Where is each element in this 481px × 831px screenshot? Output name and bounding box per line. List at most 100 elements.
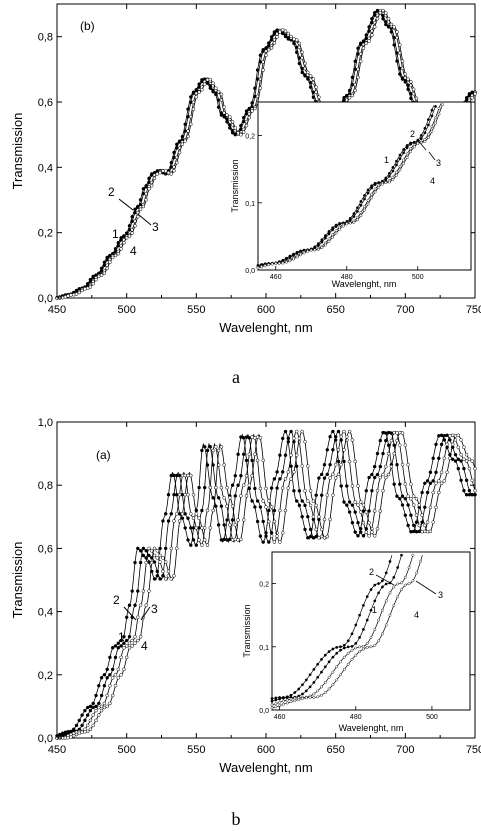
inset-series-point-bottom-2	[331, 655, 335, 659]
series-point-bottom-4	[431, 520, 435, 524]
series-point-bottom-2	[253, 486, 257, 491]
inset-series-point-top-4	[437, 112, 441, 116]
inset-x-tick-label-top: 460	[270, 274, 282, 281]
series-point-bottom-4	[448, 456, 452, 461]
series-point-bottom-3	[141, 589, 146, 593]
inset-series-point-bottom-3	[316, 689, 320, 693]
series-point-bottom-3	[214, 445, 218, 449]
series-point-bottom-3	[194, 526, 199, 530]
series-point-bottom-1	[267, 508, 271, 513]
series-point-bottom-4	[303, 439, 307, 444]
inset-series-point-bottom-4	[415, 571, 419, 575]
series-point-bottom-2	[395, 462, 399, 467]
series-point-top-4	[141, 204, 146, 209]
y-tick-label-top: 0,8	[38, 32, 53, 44]
series-point-bottom-1	[138, 549, 143, 553]
series-point-top-4	[272, 41, 277, 45]
inset-curve-label-bottom-2: 2	[369, 567, 374, 577]
series-point-top-2	[467, 93, 472, 98]
inset-series-point-bottom-2	[323, 665, 327, 669]
series-point-bottom-3	[437, 479, 441, 483]
inset-series-point-top-4	[341, 224, 345, 228]
series-point-top-4	[292, 37, 296, 41]
inset-series-point-bottom-4	[297, 698, 301, 701]
inset-series-point-bottom-1	[312, 668, 316, 671]
series-point-bottom-4	[91, 723, 95, 728]
series-point-bottom-2	[102, 683, 107, 688]
series-point-bottom-4	[306, 464, 310, 468]
series-point-bottom-3	[364, 530, 369, 534]
series-point-bottom-1	[420, 490, 424, 495]
inset-series-point-top-2	[352, 215, 356, 219]
series-point-bottom-1	[214, 504, 218, 508]
series-point-bottom-4	[289, 477, 293, 481]
series-point-bottom-1	[77, 718, 82, 723]
series-point-bottom-1	[275, 470, 279, 474]
series-point-bottom-2	[133, 603, 137, 608]
series-point-bottom-2	[353, 510, 357, 514]
series-point-bottom-4	[200, 526, 204, 530]
inset-series-point-bottom-4	[285, 701, 289, 705]
series-point-bottom-4	[370, 530, 374, 534]
inset-series-point-bottom-2	[312, 681, 316, 684]
series-point-bottom-1	[233, 473, 238, 478]
series-point-bottom-2	[411, 523, 416, 528]
series-point-top-4	[83, 287, 87, 291]
inset-series-point-bottom-1	[354, 623, 358, 627]
inset-series-point-bottom-1	[331, 647, 335, 651]
series-point-bottom-4	[258, 436, 263, 440]
inset-series-point-bottom-2	[327, 660, 331, 664]
inset-series-point-top-4	[309, 248, 313, 252]
series-point-bottom-1	[462, 488, 466, 493]
series-point-bottom-3	[88, 718, 93, 723]
series-point-top-4	[253, 106, 257, 111]
inset-series-point-top-3	[373, 187, 377, 191]
series-point-bottom-2	[314, 534, 318, 539]
curve-label-top-4: 4	[130, 244, 137, 258]
series-point-bottom-4	[264, 486, 268, 491]
series-point-top-4	[119, 247, 123, 251]
inset-series-point-bottom-4	[346, 662, 350, 666]
series-point-bottom-2	[272, 508, 277, 513]
series-point-bottom-2	[467, 488, 472, 493]
inset-series-point-bottom-3	[407, 566, 411, 569]
inset-series-point-top-4	[409, 150, 412, 154]
series-point-bottom-1	[158, 546, 162, 551]
inset-series-point-top-3	[395, 170, 398, 174]
series-point-bottom-2	[158, 577, 162, 581]
series-point-bottom-4	[208, 526, 213, 530]
series-point-bottom-3	[450, 433, 455, 438]
series-point-bottom-3	[272, 540, 277, 544]
series-point-bottom-1	[261, 540, 265, 544]
series-point-bottom-1	[398, 496, 402, 501]
series-point-bottom-1	[124, 615, 129, 620]
series-point-bottom-3	[147, 546, 151, 551]
series-point-bottom-4	[250, 473, 254, 478]
inset-x-label-bottom: Wavelenght, nm	[339, 723, 404, 733]
x-tick-label-top: 550	[187, 304, 205, 316]
series-point-bottom-1	[222, 537, 226, 542]
series-point-bottom-3	[406, 494, 410, 498]
series-point-bottom-3	[138, 603, 143, 608]
series-point-top-4	[317, 95, 321, 99]
x-tick-label-bottom: 600	[257, 744, 275, 756]
inset-series-point-top-2	[434, 105, 437, 108]
series-point-bottom-1	[230, 483, 235, 487]
series-point-bottom-4	[163, 560, 168, 564]
series-point-bottom-4	[423, 523, 427, 528]
series-point-top-4	[163, 169, 168, 173]
series-point-bottom-4	[119, 673, 123, 677]
series-point-bottom-4	[205, 543, 210, 547]
series-point-bottom-2	[428, 481, 433, 486]
series-point-top-4	[389, 22, 394, 27]
inset-series-point-top-1	[320, 238, 324, 242]
inset-series-point-top-3	[405, 152, 409, 156]
series-point-bottom-2	[400, 494, 405, 498]
series-point-bottom-2	[306, 514, 310, 519]
series-point-bottom-4	[175, 546, 179, 551]
series-point-bottom-4	[183, 492, 187, 497]
inset-y-tick-label-top: 0,1	[245, 201, 255, 208]
series-point-bottom-2	[280, 470, 285, 474]
series-point-bottom-2	[80, 723, 84, 728]
series-point-bottom-2	[473, 492, 477, 497]
